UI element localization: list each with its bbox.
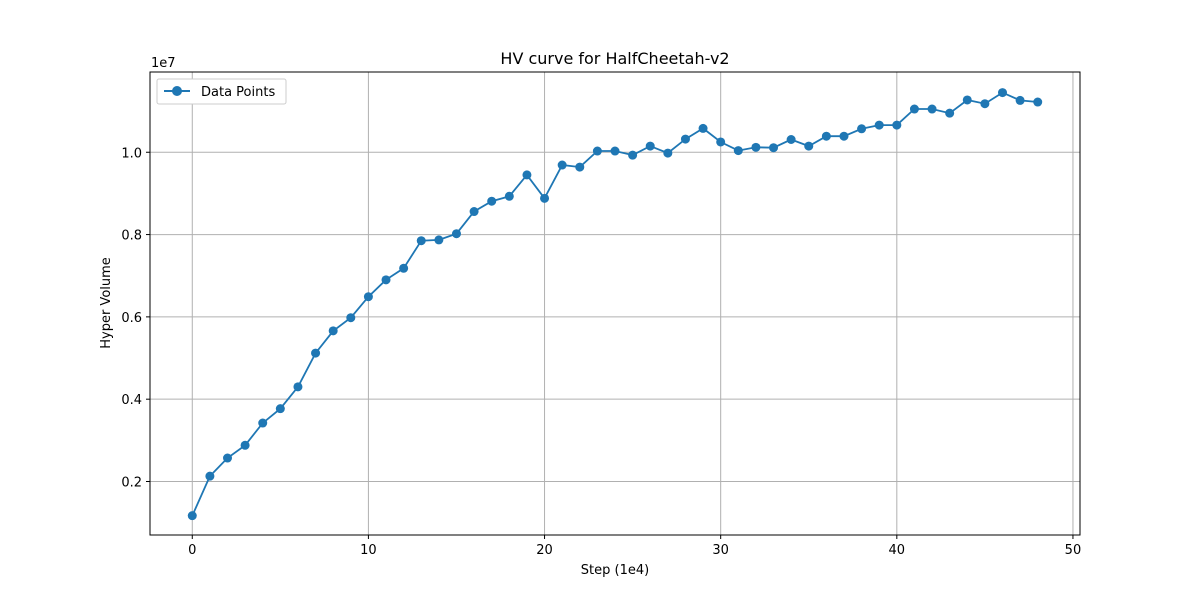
data-point [328,326,338,336]
x-tick-label: 50 [1065,543,1082,558]
data-point [751,142,761,152]
y-tick-label: 0.2 [121,475,142,490]
data-point [980,99,990,109]
data-point [240,440,250,450]
data-point [610,146,620,156]
y-tick-label: 1.0 [121,146,142,161]
data-point [839,131,849,141]
x-tick-label: 30 [712,543,729,558]
data-point [874,120,884,130]
data-point [557,160,567,170]
data-point [540,193,550,203]
legend: Data Points [156,78,287,105]
data-point [716,137,726,147]
x-tick-label: 10 [360,543,377,558]
data-point [804,141,814,151]
y-tick-label: 0.8 [121,229,142,244]
data-point [363,292,373,302]
data-point [892,120,902,130]
data-point [857,124,867,134]
data-point [927,104,937,114]
y-tick-label: 0.4 [121,393,142,408]
data-point [909,104,919,114]
data-point [504,191,514,201]
data-point [275,404,285,414]
data-point [663,148,673,158]
data-point [628,150,638,160]
data-point [575,162,585,172]
plot-frame [149,71,1081,536]
chart-title: HV curve for HalfCheetah-v2 [500,49,729,68]
data-point [680,134,690,144]
data-point [205,471,215,481]
x-tick-label: 20 [536,543,553,558]
data-point [522,170,532,180]
series-data-points [187,88,1043,521]
data-point [1033,97,1043,107]
data-point [187,511,197,521]
data-point [645,141,655,151]
data-point [416,236,426,246]
data-point [311,348,321,358]
data-point [258,418,268,428]
data-point [399,263,409,273]
data-point [223,453,232,463]
data-point [733,146,743,156]
data-point [945,108,955,118]
data-point [998,88,1007,98]
data-point [962,95,972,105]
legend-label: Data Points [201,85,275,100]
data-point [434,235,444,245]
legend-marker-icon [172,86,182,96]
data-point [698,123,708,133]
data-point [451,229,461,239]
data-point [469,207,479,217]
y-tick-label: 0.6 [121,311,142,326]
axis-ticks: 0 10 20 30 40 50 0.2 0.4 0.6 0.8 1.0 [121,146,1081,558]
x-tick-label: 40 [889,543,906,558]
data-point [346,313,356,323]
x-tick-label: 0 [188,543,196,558]
legend-box [156,78,287,105]
y-axis-label: Hyper Volume [99,257,114,349]
data-point [1015,95,1025,105]
data-point [592,146,602,156]
data-point [769,143,779,153]
data-point [487,196,497,206]
data-point [381,275,391,285]
y-axis-offset-label: 1e7 [151,56,176,71]
x-axis-label: Step (1e4) [581,563,649,578]
data-point [786,134,796,144]
data-point [293,382,303,392]
data-point [821,131,831,141]
